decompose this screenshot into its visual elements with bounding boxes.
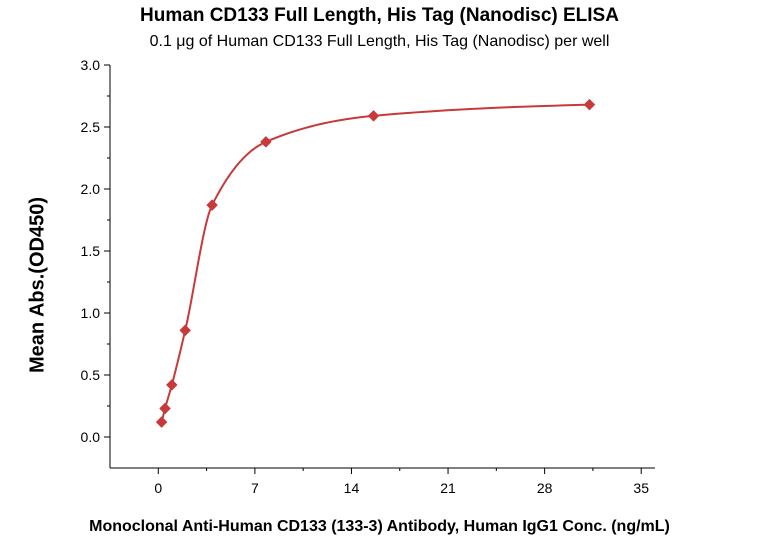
fit-curve: [160, 103, 590, 423]
y-tick-label: 0.0: [81, 429, 101, 445]
data-point: [583, 98, 596, 111]
x-tick-label: 35: [633, 480, 649, 496]
y-tick-label: 3.0: [81, 57, 101, 73]
x-axis-label: Monoclonal Anti-Human CD133 (133-3) Anti…: [89, 518, 670, 535]
y-tick-label: 0.5: [81, 367, 101, 383]
y-tick-label: 2.0: [81, 181, 101, 197]
x-tick-label: 21: [440, 480, 456, 496]
y-tick-label: 1.0: [81, 305, 101, 321]
y-tick-label: 2.5: [81, 119, 101, 135]
data-point: [206, 199, 218, 211]
x-tick-label: 7: [251, 480, 259, 496]
x-tick-label: 14: [344, 480, 360, 496]
y-tick-label: 1.5: [81, 243, 101, 259]
data-point: [159, 402, 171, 415]
data-point: [165, 379, 178, 391]
data-point: [260, 136, 272, 148]
chart-title: Human CD133 Full Length, His Tag (Nanodi…: [140, 5, 619, 26]
chart-subtitle: 0.1 μg of Human CD133 Full Length, His T…: [149, 33, 610, 50]
x-tick-label: 28: [537, 480, 553, 496]
x-tick-label: 0: [154, 480, 162, 496]
data-point: [367, 109, 380, 122]
data-point: [155, 416, 168, 428]
data-point: [179, 324, 192, 337]
